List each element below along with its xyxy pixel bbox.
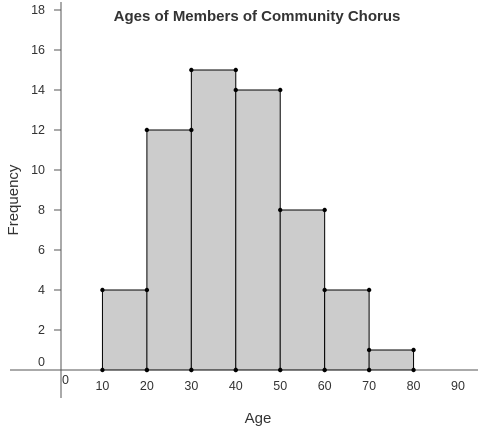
histogram-bar-70-80 bbox=[368, 349, 415, 371]
histogram-bar-60-70 bbox=[324, 289, 370, 371]
y-tick-label: 4 bbox=[38, 283, 45, 297]
histogram-bar-30-40 bbox=[190, 69, 237, 371]
y-tick-label: 12 bbox=[31, 123, 45, 137]
x-tick-label: 80 bbox=[407, 379, 421, 393]
histogram-bar-10-20 bbox=[101, 289, 148, 371]
bar-corner-point bbox=[233, 87, 238, 93]
bar-corner-point bbox=[233, 67, 238, 73]
bar-corner-point bbox=[100, 287, 105, 293]
histogram-bar-40-50 bbox=[235, 89, 281, 371]
bar-corner-point bbox=[322, 287, 327, 293]
bar-corner-point bbox=[322, 367, 327, 373]
y-tick-label: 14 bbox=[31, 83, 45, 97]
y-tick-label: 18 bbox=[31, 3, 45, 17]
bar-corner-point bbox=[278, 87, 283, 93]
bar-corner-point bbox=[411, 367, 416, 373]
x-tick-label: 70 bbox=[362, 379, 376, 393]
y-tick-label: 10 bbox=[31, 163, 45, 177]
x-axis-label: Age bbox=[245, 410, 272, 427]
bar-corner-point bbox=[278, 367, 283, 373]
bar-corner-point bbox=[411, 347, 416, 353]
bar-corner-point bbox=[366, 287, 372, 293]
y-tick-label: 6 bbox=[38, 243, 45, 257]
x-tick-label: 60 bbox=[318, 379, 332, 393]
y-tick-label: 8 bbox=[38, 203, 45, 217]
bars bbox=[101, 69, 415, 371]
y-tick-label: 2 bbox=[38, 323, 45, 337]
y-tick-labels: 0 2 4 6 8 10 12 14 16 18 bbox=[31, 3, 45, 369]
bar-corner-point bbox=[100, 367, 105, 373]
x-tick-label: 90 bbox=[451, 379, 465, 393]
bar-corner-point bbox=[189, 367, 194, 373]
x-tick-labels: 0 10 20 30 40 50 60 70 80 90 bbox=[62, 373, 465, 393]
bar-corner-point bbox=[366, 367, 372, 373]
x-tick-label: 10 bbox=[95, 379, 109, 393]
y-tick-label: 0 bbox=[38, 355, 45, 369]
histogram-bar-20-30 bbox=[146, 129, 192, 371]
x-tick-label: 40 bbox=[229, 379, 243, 393]
histogram-bar-50-60 bbox=[279, 209, 326, 371]
y-tick-label: 16 bbox=[31, 43, 45, 57]
x-tick-label: 50 bbox=[273, 379, 287, 393]
chart-title: Ages of Members of Community Chorus bbox=[114, 8, 401, 25]
bar-corner-point bbox=[233, 367, 238, 373]
bar-corner-point bbox=[189, 67, 194, 73]
x-tick-label: 0 bbox=[62, 373, 69, 387]
y-axis-label: Frequency bbox=[5, 164, 22, 235]
bar-corner-point bbox=[189, 127, 194, 133]
bar-corner-point bbox=[322, 207, 327, 213]
x-tick-label: 30 bbox=[184, 379, 198, 393]
bar-corner-point bbox=[144, 367, 150, 373]
bar-corner-point bbox=[366, 347, 372, 353]
bar-corner-points bbox=[100, 67, 416, 373]
bar-corner-point bbox=[144, 287, 150, 293]
bar-corner-point bbox=[278, 207, 283, 213]
bar-corner-point bbox=[144, 127, 150, 133]
x-tick-label: 20 bbox=[140, 379, 154, 393]
